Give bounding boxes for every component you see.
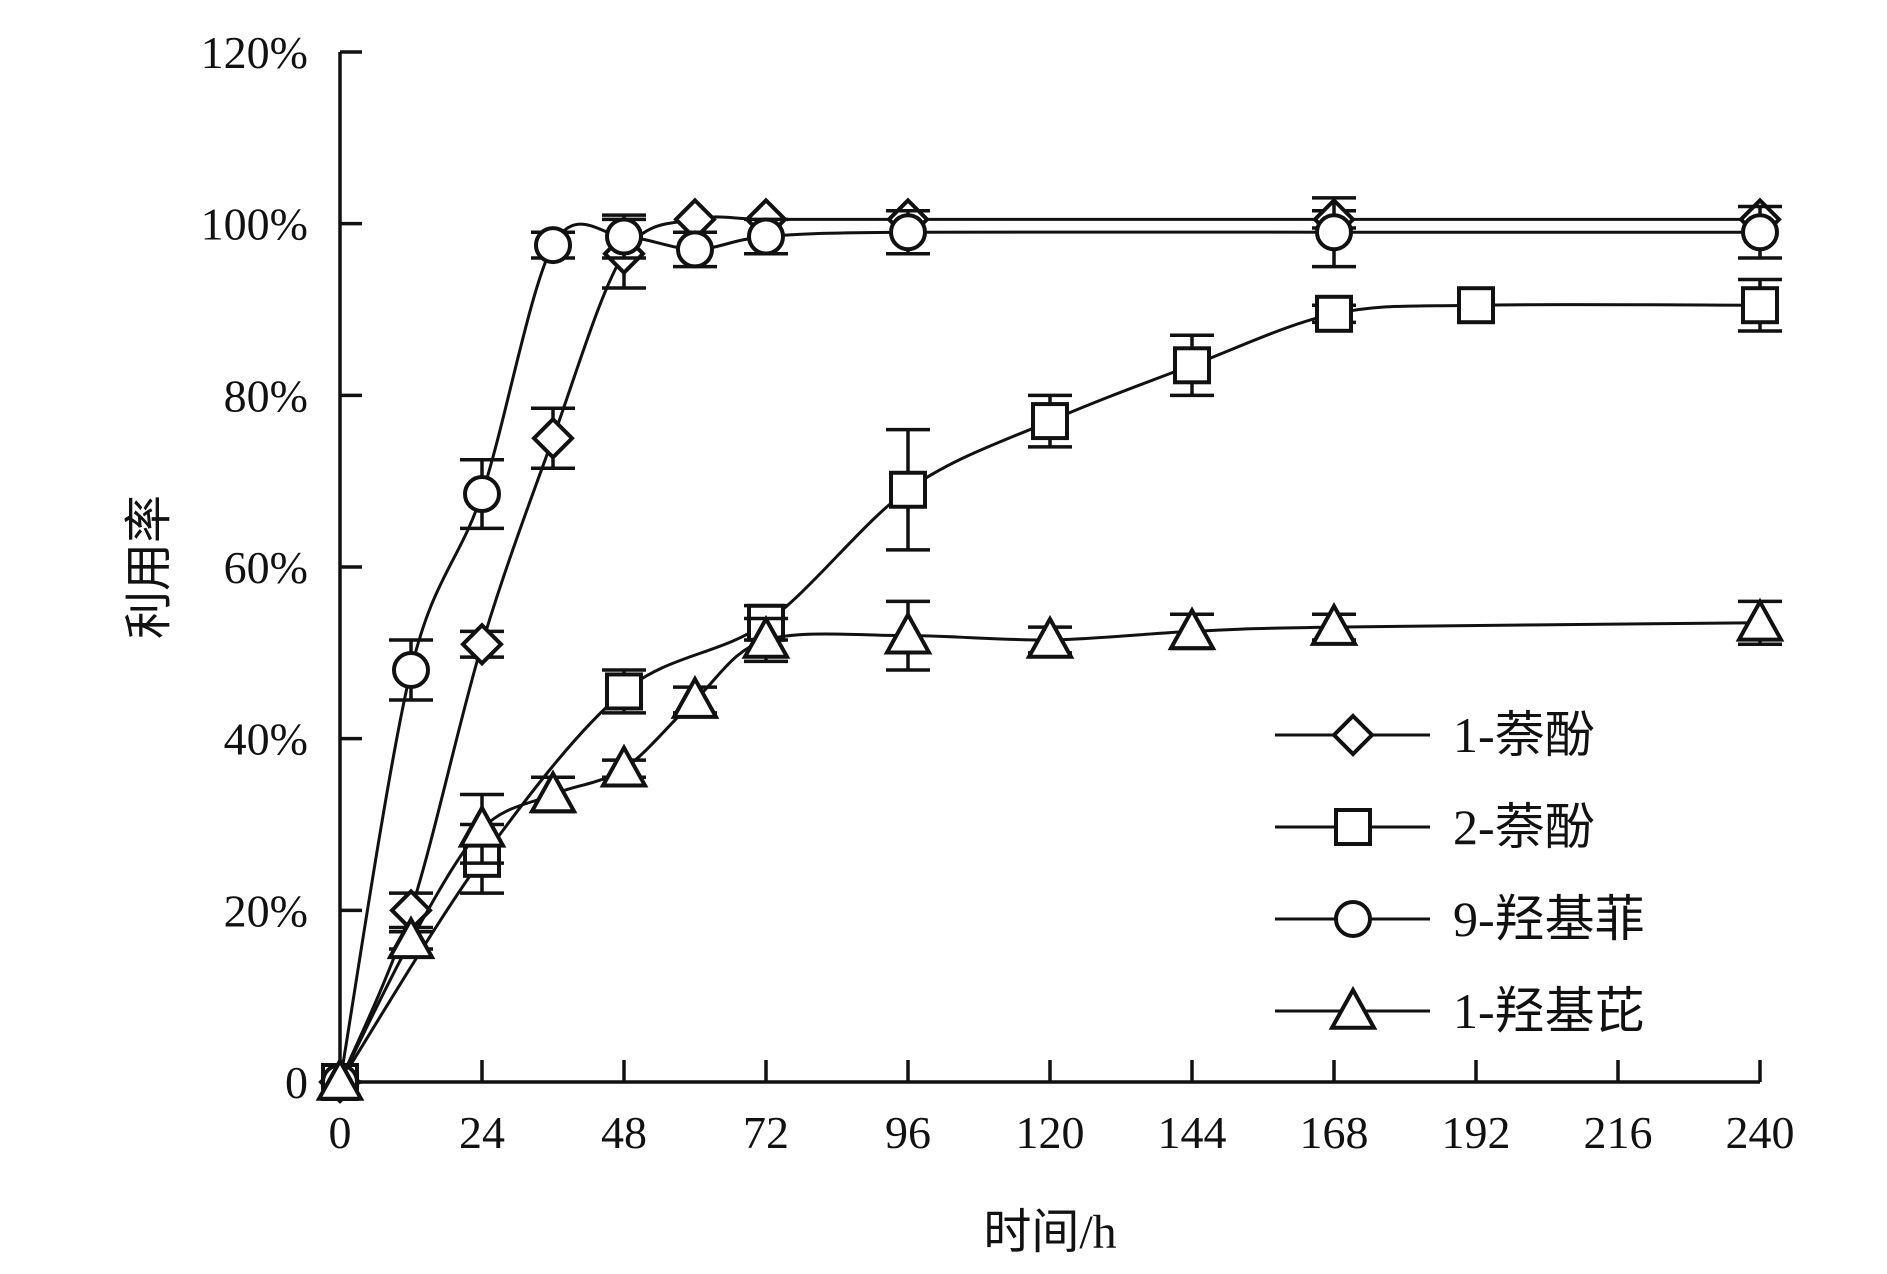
legend-label: 9-羟基菲	[1453, 891, 1645, 947]
y-tick-label: 40%	[224, 714, 308, 765]
y-tick-label: 80%	[224, 370, 308, 421]
legend-item: 1-羟基芘	[1275, 983, 1645, 1039]
x-tick-label: 144	[1158, 1107, 1227, 1158]
y-tick-label: 20%	[224, 885, 308, 936]
y-tick-label: 100%	[201, 199, 308, 250]
data-point	[1025, 614, 1075, 659]
x-axis-title: 时间/h	[983, 1206, 1116, 1259]
x-tick-label: 72	[743, 1107, 789, 1158]
data-point	[1309, 601, 1359, 646]
data-point	[1315, 213, 1353, 252]
legend-item: 1-萘酚	[1275, 707, 1595, 763]
data-point	[605, 672, 643, 711]
data-point	[531, 416, 575, 461]
data-point	[676, 230, 714, 269]
legend: 1-萘酚 2-萘酚 9-羟基菲 1-羟基芘	[1275, 707, 1645, 1039]
y-tick-label: 0	[285, 1057, 308, 1108]
data-point	[315, 1056, 365, 1101]
legend-label: 1-萘酚	[1453, 707, 1595, 763]
series-line	[338, 215, 1760, 1083]
x-tick-label: 216	[1584, 1107, 1653, 1158]
x-tick-label: 24	[459, 1107, 505, 1158]
data-point	[1031, 402, 1069, 441]
data-point	[741, 614, 791, 659]
data-point	[528, 769, 578, 814]
legend-marker	[1328, 985, 1378, 1030]
data-point	[392, 651, 430, 689]
y-tick-label: 120%	[201, 27, 308, 78]
data-point	[747, 217, 785, 256]
x-tick-label: 168	[1300, 1107, 1369, 1158]
data-point	[1735, 597, 1785, 642]
data-point	[460, 622, 504, 667]
axes: 0 20% 40% 60% 80% 100% 120% 0 24 48 72 96 120 144 168 1…	[201, 27, 1795, 1158]
series-4	[315, 597, 1785, 1101]
legend-marker	[1334, 900, 1372, 938]
legend-marker	[1334, 808, 1372, 846]
x-tick-label: 120	[1016, 1107, 1085, 1158]
legend-item: 2-萘酚	[1275, 799, 1595, 855]
x-tick-label: 240	[1726, 1107, 1795, 1158]
legend-label: 1-羟基芘	[1453, 983, 1645, 1039]
data-point	[1167, 606, 1217, 651]
series-2	[321, 277, 1782, 1101]
data-point	[457, 803, 507, 848]
y-tick-label: 60%	[224, 542, 308, 593]
data-point	[463, 475, 501, 514]
data-point	[1457, 286, 1495, 325]
legend-label: 2-萘酚	[1453, 799, 1595, 855]
data-point	[1173, 346, 1211, 385]
legend-item: 9-羟基菲	[1275, 891, 1645, 947]
data-point	[605, 217, 643, 256]
data-point	[670, 674, 720, 719]
data-point	[534, 226, 572, 265]
data-point	[883, 610, 933, 655]
series-3	[321, 196, 1782, 1101]
data-point	[889, 213, 927, 252]
x-tick-label: 0	[329, 1107, 352, 1158]
legend-marker	[1331, 713, 1375, 757]
data-point	[386, 915, 436, 960]
y-axis-title: 利用率	[123, 495, 176, 639]
x-tick-label: 48	[601, 1107, 647, 1158]
data-point	[1741, 286, 1779, 325]
data-point	[1315, 294, 1353, 333]
data-point	[599, 743, 649, 788]
data-point	[889, 470, 927, 509]
data-point	[1741, 213, 1779, 252]
x-tick-label: 192	[1442, 1107, 1511, 1158]
series-layer	[315, 196, 1785, 1104]
x-tick-label: 96	[885, 1107, 931, 1158]
